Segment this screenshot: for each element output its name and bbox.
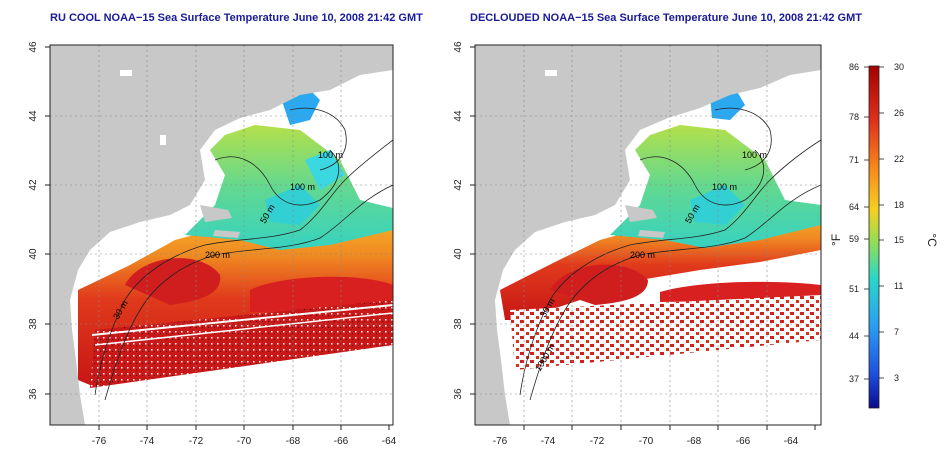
c-tick-label: 11 (894, 281, 903, 291)
lon-tick-label: -72 (590, 436, 605, 447)
land-mass (50, 45, 393, 425)
lat-tick-label: 40 (453, 248, 464, 260)
lon-tick-label: -66 (736, 436, 751, 447)
lon-tick-label: -66 (334, 436, 349, 447)
f-tick-label: 51 (849, 284, 859, 294)
contour-label: 200 m (630, 250, 655, 260)
colorbar-f-ticks: 86 78 71 64 59 51 44 37 (849, 62, 859, 384)
lon-tick-label: -76 (92, 436, 107, 447)
declouded-speckle (510, 295, 821, 370)
shelf-water (610, 125, 821, 248)
bathymetry-contours (94, 107, 393, 401)
axis-ticks-left (45, 46, 390, 430)
georges-bank (265, 185, 320, 225)
lake (545, 70, 557, 76)
c-tick-label: 15 (894, 235, 904, 245)
lake (160, 135, 166, 145)
warm-core-ring (125, 258, 221, 305)
f-tick-label: 64 (849, 202, 859, 212)
c-tick-label: 18 (894, 200, 904, 210)
lon-tick-label: -76 (493, 436, 508, 447)
colorbar-ticks (864, 66, 884, 380)
lon-tick-label: -64 (382, 436, 397, 447)
lake (120, 70, 132, 76)
lat-tick-label: 44 (28, 110, 39, 122)
lon-tick-label: -70 (237, 436, 252, 447)
lon-labels-right: -76 -74 -72 -70 -68 -66 -64 (493, 436, 799, 447)
panel-title-right: DECLOUDED NOAA−15 Sea Surface Temperatur… (470, 12, 862, 24)
contour-label: 100 m (742, 150, 767, 160)
lat-tick-label: 36 (453, 388, 464, 400)
land-mass (475, 45, 821, 425)
lat-tick-label: 44 (453, 110, 464, 122)
map-left: 100 m 100 m 50 m 200 m 30 m (50, 45, 393, 425)
colorbar (868, 65, 880, 409)
nantucket (213, 230, 240, 238)
f-tick-label: 37 (849, 374, 859, 384)
shelf-water (185, 125, 393, 250)
scan-line (94, 312, 393, 346)
lat-labels-right: 36 38 40 42 44 46 (453, 41, 464, 400)
c-tick-label: 30 (894, 62, 904, 72)
lat-tick-label: 40 (28, 248, 39, 260)
f-tick-label: 86 (849, 62, 859, 72)
f-tick-label: 71 (849, 155, 859, 165)
f-tick-label: 44 (849, 331, 859, 341)
c-tick-label: 22 (894, 154, 904, 164)
lon-tick-label: -74 (140, 436, 155, 447)
c-tick-label: 3 (894, 373, 899, 383)
cool-water-patch (305, 150, 345, 190)
lat-tick-label: 46 (28, 41, 39, 53)
lat-tick-label: 42 (453, 179, 464, 191)
cloud-speckle (90, 300, 393, 388)
c-tick-label: 7 (894, 327, 899, 337)
gulf-stream (250, 276, 393, 312)
lon-tick-label: -70 (639, 436, 654, 447)
axis-ticks-right (470, 46, 816, 430)
warm-core-ring (550, 264, 648, 305)
f-tick-label: 59 (849, 234, 859, 244)
lon-tick-label: -68 (687, 436, 702, 447)
map-frame-left (49, 44, 394, 426)
fahrenheit-unit: °F (829, 234, 843, 246)
c-tick-label: 26 (894, 108, 904, 118)
lon-tick-label: -72 (189, 436, 204, 447)
lon-tick-label: -68 (286, 436, 301, 447)
lon-tick-label: -64 (784, 436, 799, 447)
lon-labels-left: -76 -74 -72 -70 -68 -66 -64 (92, 436, 397, 447)
lat-tick-label: 42 (28, 179, 39, 191)
lat-tick-label: 38 (453, 318, 464, 330)
graticule (50, 45, 393, 425)
contour-label: 200 m (205, 250, 230, 260)
lat-tick-label: 46 (453, 41, 464, 53)
bathymetry-contours (519, 107, 821, 401)
f-tick-label: 78 (849, 112, 859, 122)
lat-tick-label: 38 (28, 318, 39, 330)
contour-label: 100 m (290, 182, 315, 192)
cape-cod (200, 205, 232, 222)
celsius-unit: °C (925, 233, 939, 247)
contour-label: 100 m (712, 182, 737, 192)
lat-labels-left: 36 38 40 42 44 46 (28, 41, 39, 400)
contour-label: 100 m (318, 150, 343, 160)
map-frame-right (474, 44, 822, 426)
lat-tick-label: 36 (28, 388, 39, 400)
colorbar-c-ticks: 30 26 22 18 15 11 7 3 (894, 62, 904, 383)
scan-line (91, 304, 393, 336)
graticule (475, 45, 821, 425)
lon-tick-label: -74 (541, 436, 556, 447)
georges-bank (690, 185, 745, 225)
cape-cod (625, 205, 657, 222)
map-right: 100 m 100 m 50 m 200 m 30 m 1000 m (475, 45, 821, 425)
panel-title-left: RU COOL NOAA−15 Sea Surface Temperature … (50, 12, 423, 24)
nantucket (638, 230, 665, 238)
